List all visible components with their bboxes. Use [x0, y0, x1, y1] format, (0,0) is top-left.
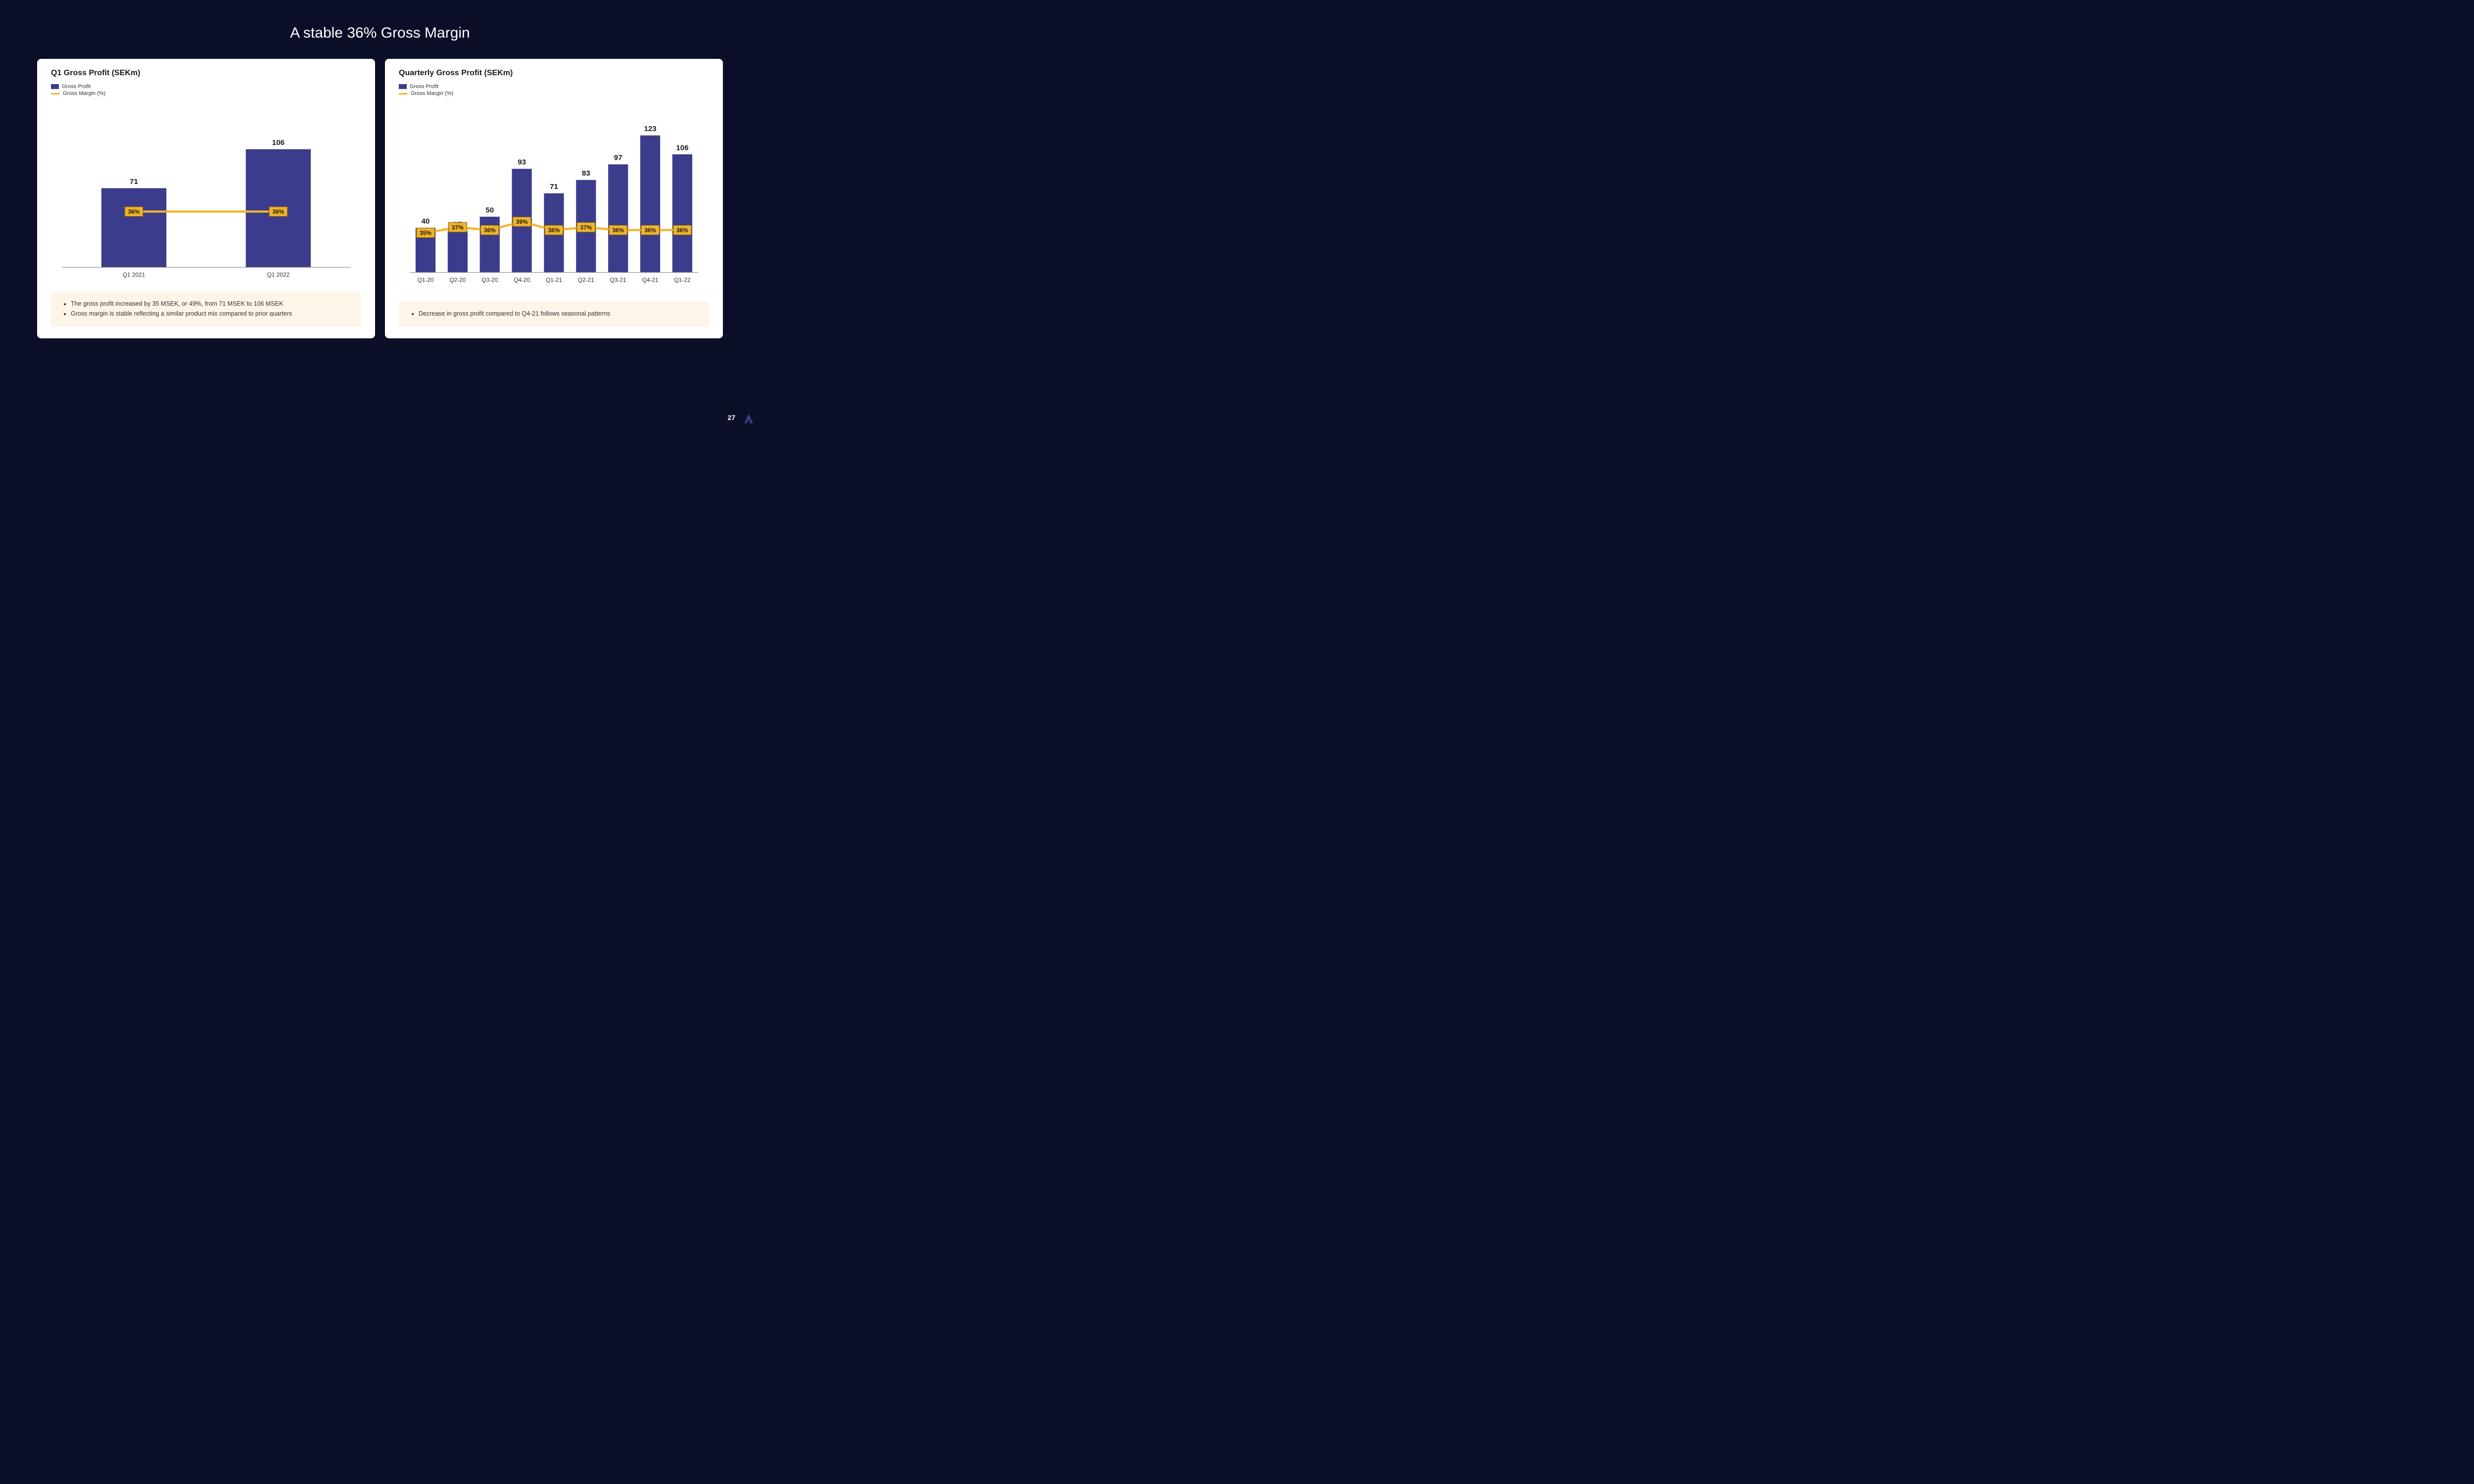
bar-value-label: 83: [582, 169, 590, 178]
legend-line-label: Gross Margin (%): [411, 91, 453, 96]
bar: [101, 188, 166, 267]
bar-value-label: 106: [272, 139, 285, 147]
legend-left: Gross Profit Gross Margin (%): [51, 84, 361, 96]
bar-value-label: 106: [676, 143, 688, 152]
chart-left-svg: 71 Q1 2021 106 Q1 2022 36% 36%: [51, 100, 361, 282]
legend-item-line: Gross Margin (%): [51, 91, 361, 96]
margin-badge-label: 36%: [548, 227, 560, 233]
legend-swatch-bar-icon: [399, 84, 407, 89]
legend-line-label: Gross Margin (%): [63, 91, 105, 96]
bar-value-label: 40: [422, 217, 430, 226]
chart-left-area: 71 Q1 2021 106 Q1 2022 36% 36%: [51, 100, 361, 282]
panel-left-title: Q1 Gross Profit (SEKm): [51, 69, 361, 78]
panel-left: Q1 Gross Profit (SEKm) Gross Profit Gros…: [37, 59, 375, 338]
note-item: Gross margin is stable reflecting a simi…: [71, 309, 350, 319]
x-tick-label: Q1 2022: [267, 272, 290, 278]
legend-bar-label: Gross Profit: [62, 84, 91, 90]
bar-value-label: 97: [614, 154, 622, 162]
note-item: Decrease in gross profit compared to Q4-…: [419, 309, 698, 319]
bar: [672, 154, 692, 273]
legend-item-line: Gross Margin (%): [399, 91, 709, 96]
bar-value-label: 93: [518, 158, 526, 167]
x-tick-label: Q1-21: [546, 277, 562, 283]
legend-bar-label: Gross Profit: [410, 84, 438, 90]
x-tick-label: Q4-21: [642, 277, 659, 283]
margin-badge-label: 36%: [484, 227, 496, 233]
margin-badge-label: 36%: [612, 227, 624, 233]
x-tick-label: Q3-21: [610, 277, 626, 283]
x-tick-label: Q4-20: [514, 277, 530, 283]
bar: [608, 164, 628, 272]
brand-logo-icon: [742, 412, 755, 424]
page-number: 27: [727, 414, 735, 421]
margin-badge-label: 36%: [644, 227, 656, 233]
bar-value-label: 123: [644, 125, 656, 133]
bar-value-label: 50: [485, 206, 494, 214]
x-tick-label: Q1 2021: [123, 272, 145, 278]
legend-item-bar: Gross Profit: [399, 84, 709, 90]
panels-row: Q1 Gross Profit (SEKm) Gross Profit Gros…: [0, 59, 760, 338]
note-item: The gross profit increased by 35 MSEK, o…: [71, 299, 350, 309]
x-tick-label: Q1-22: [674, 277, 690, 283]
x-tick-label: Q2-20: [449, 277, 466, 283]
margin-badge-label: 36%: [273, 208, 285, 215]
bar: [640, 136, 660, 273]
margin-badge-label: 35%: [420, 230, 431, 236]
note-box-left: The gross profit increased by 35 MSEK, o…: [51, 291, 361, 327]
note-box-right: Decrease in gross profit compared to Q4-…: [399, 301, 709, 326]
bar-value-label: 71: [550, 183, 558, 191]
slide-title: A stable 36% Gross Margin: [0, 0, 760, 59]
panel-right: Quarterly Gross Profit (SEKm) Gross Prof…: [385, 59, 723, 338]
legend-swatch-line-icon: [399, 93, 408, 94]
x-tick-label: Q2-21: [578, 277, 594, 283]
bar: [448, 231, 468, 272]
margin-badge-label: 37%: [580, 224, 592, 231]
x-tick-label: Q1-20: [418, 277, 434, 283]
x-tick-label: Q3-20: [481, 277, 498, 283]
margin-badge-label: 36%: [128, 208, 140, 215]
margin-badge-label: 37%: [452, 224, 464, 231]
legend-swatch-bar-icon: [51, 84, 59, 89]
chart-right-svg: 40Q1-2037Q2-2050Q3-2093Q4-2071Q1-2183Q2-…: [399, 100, 709, 292]
legend-swatch-line-icon: [51, 93, 60, 94]
margin-badge-label: 39%: [516, 219, 528, 226]
margin-badge-label: 36%: [676, 227, 688, 233]
legend-item-bar: Gross Profit: [51, 84, 361, 90]
chart-right-area: 40Q1-2037Q2-2050Q3-2093Q4-2071Q1-2183Q2-…: [399, 100, 709, 292]
bar-value-label: 71: [130, 178, 138, 186]
legend-right: Gross Profit Gross Margin (%): [399, 84, 709, 96]
panel-right-title: Quarterly Gross Profit (SEKm): [399, 69, 709, 78]
